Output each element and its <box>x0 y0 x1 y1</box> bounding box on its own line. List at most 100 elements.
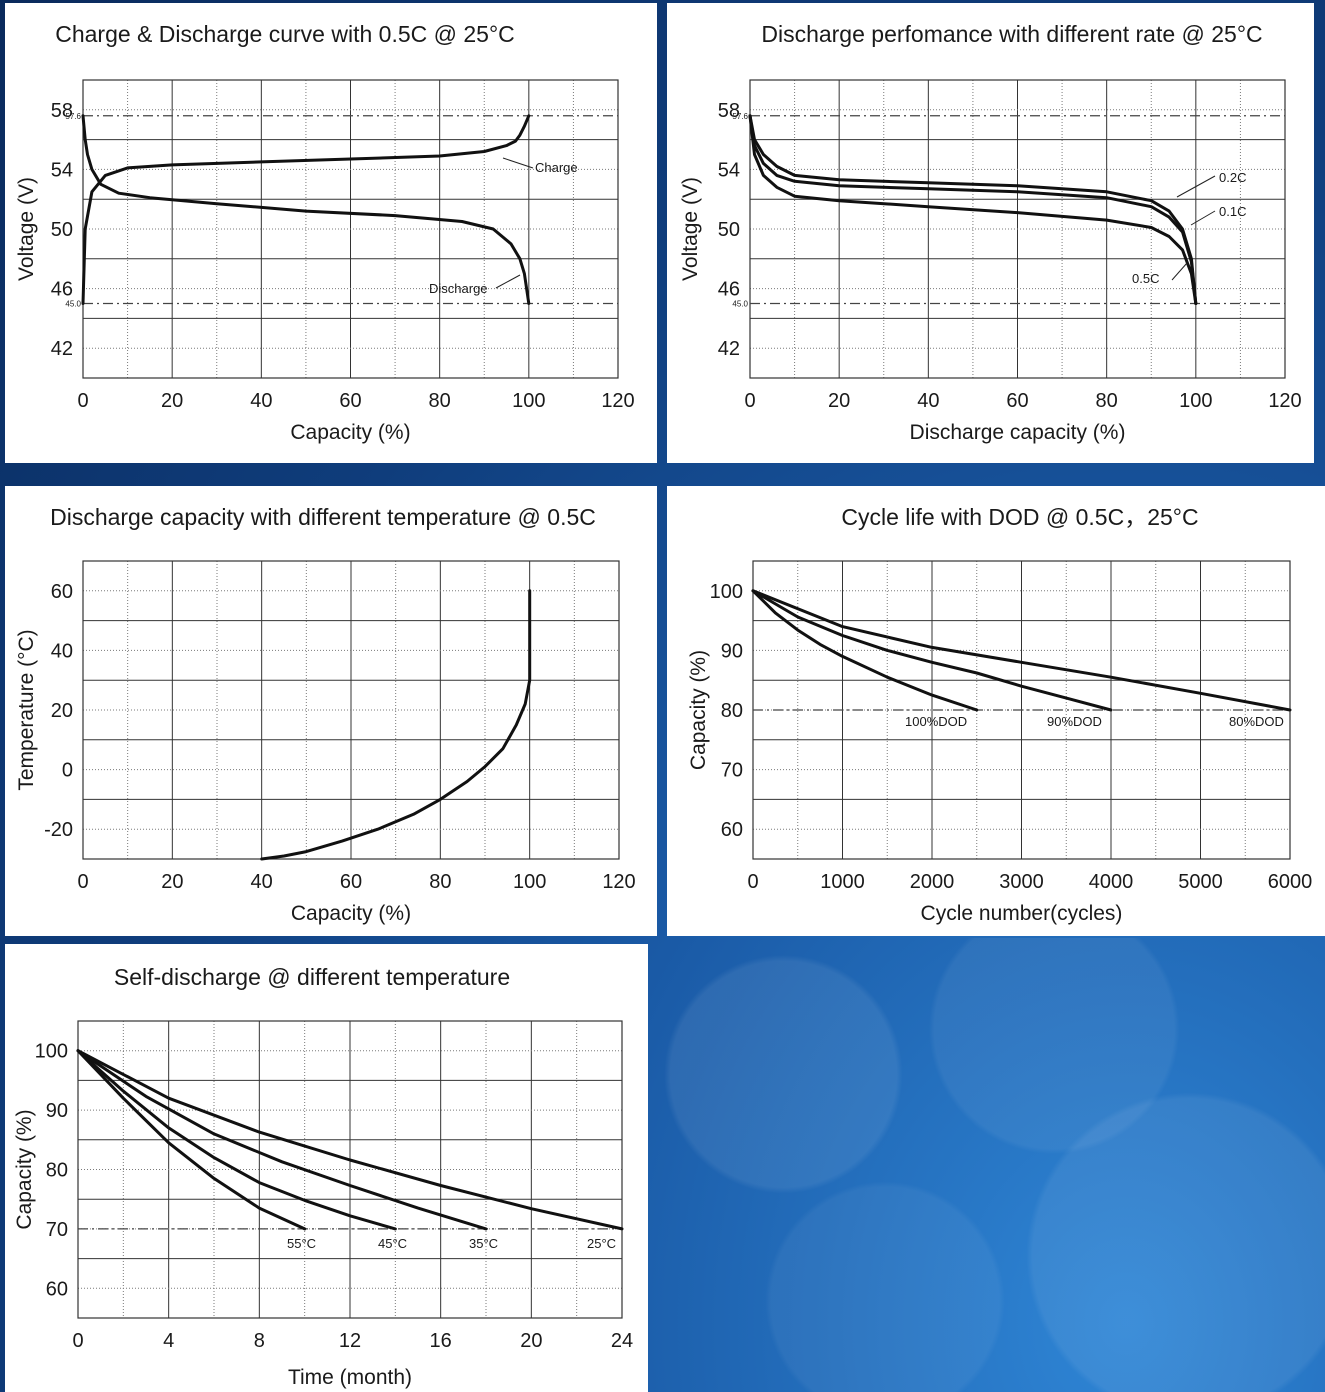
x-tick-label: 2000 <box>910 871 955 893</box>
x-tick-label: 16 <box>430 1330 452 1352</box>
series-line <box>748 114 1198 305</box>
y-tick-label: 40 <box>51 640 73 662</box>
x-tick-label: 1000 <box>820 871 865 893</box>
series-annotation: 35°C <box>469 1236 498 1251</box>
series-annotation: Charge <box>535 160 578 175</box>
x-tick-label: 0 <box>747 871 758 893</box>
series-line <box>751 589 1292 712</box>
x-tick-label: 0 <box>744 390 755 412</box>
annotation-leader <box>502 157 534 169</box>
y-tick-label: 80 <box>721 700 743 722</box>
x-tick-label: 80 <box>1096 390 1118 412</box>
series-line <box>260 589 532 861</box>
x-tick-label: 20 <box>520 1330 542 1352</box>
y-tick-label: 58 <box>718 100 740 122</box>
y-tick-label: 0 <box>62 760 73 782</box>
y-tick-label: 42 <box>51 338 73 360</box>
series-annotation: Discharge <box>429 281 488 296</box>
series-annotation: 100%DOD <box>905 714 967 729</box>
x-tick-label: 3000 <box>999 871 1044 893</box>
chart-svg: Cycle life with DOD @ 0.5C，25°C 0 1000 2000… <box>687 504 1313 925</box>
y-tick-label: 42 <box>718 338 740 360</box>
annotation-leader <box>1176 175 1216 198</box>
y-axis-label: Capacity (%) <box>13 1109 36 1229</box>
chart-svg: Self-discharge @ different temperature 0 4… <box>13 964 633 1389</box>
y-tick-label: 50 <box>718 219 740 241</box>
chart-panel-charge-discharge: Charge & Discharge curve with 0.5C @ 25°… <box>5 3 657 463</box>
x-tick-label: 40 <box>917 390 939 412</box>
series-annotation: 0.5C <box>1132 271 1159 286</box>
y-axis-label: Capacity (%) <box>687 650 710 770</box>
x-tick-label: 8 <box>254 1330 265 1352</box>
series-line <box>76 1049 307 1231</box>
annotation-leader <box>1190 210 1216 226</box>
x-tick-label: 0 <box>72 1330 83 1352</box>
x-tick-label: 80 <box>429 871 451 893</box>
series-annotation: 0.1C <box>1219 204 1246 219</box>
y-tick-label: 20 <box>51 700 73 722</box>
y-axis-label: Temperature (°C) <box>15 629 38 790</box>
x-tick-label: 4 <box>163 1330 174 1352</box>
annotation-leader <box>1171 262 1188 281</box>
chart-title: Discharge perfomance with different rate… <box>761 21 1262 47</box>
x-axis-label: Capacity (%) <box>290 421 410 444</box>
y-tick-label: 80 <box>46 1160 68 1182</box>
series-line <box>76 1049 624 1231</box>
series-annotation: 45°C <box>378 1236 407 1251</box>
x-tick-label: 40 <box>251 871 273 893</box>
plot-frame <box>749 79 1286 379</box>
x-tick-label: 20 <box>161 871 183 893</box>
y-axis-label: Voltage (V) <box>15 177 38 281</box>
x-tick-label: 0 <box>77 871 88 893</box>
x-tick-label: 120 <box>602 871 635 893</box>
series-line <box>81 114 531 305</box>
chart-svg: Charge & Discharge curve with 0.5C @ 25°… <box>15 21 635 444</box>
series-annotation: 80%DOD <box>1229 714 1284 729</box>
y-tick-label: 54 <box>718 159 740 181</box>
chart-title: Discharge capacity with different temper… <box>50 504 596 530</box>
y-tick-label: 100 <box>710 581 743 603</box>
chart-svg: Discharge capacity with different temper… <box>15 504 636 925</box>
y-tick-label: 90 <box>721 640 743 662</box>
x-tick-label: 60 <box>340 871 362 893</box>
y-tick-label: 60 <box>51 581 73 603</box>
x-tick-label: 40 <box>250 390 272 412</box>
y-tick-label: -20 <box>44 819 73 841</box>
y-tick-label: 60 <box>721 819 743 841</box>
series-line <box>748 114 1198 305</box>
y-tick-label: 46 <box>51 279 73 301</box>
reference-line-label: 45.0 <box>732 300 748 309</box>
y-tick-label: 90 <box>46 1100 68 1122</box>
x-tick-label: 120 <box>1268 390 1301 412</box>
y-tick-label: 58 <box>51 100 73 122</box>
y-tick-label: 50 <box>51 219 73 241</box>
x-axis-label: Capacity (%) <box>291 902 411 925</box>
x-axis-label: Time (month) <box>288 1366 412 1389</box>
series-annotation: 25°C <box>587 1236 616 1251</box>
series-annotation: 55°C <box>287 1236 316 1251</box>
series-line <box>76 1049 397 1231</box>
x-axis-label: Discharge capacity (%) <box>910 421 1126 444</box>
y-axis-label: Voltage (V) <box>679 177 702 281</box>
x-tick-label: 0 <box>77 390 88 412</box>
x-tick-label: 6000 <box>1268 871 1313 893</box>
reference-line-label: 57.6 <box>65 112 81 121</box>
reference-line-label: 57.6 <box>732 112 748 121</box>
x-tick-label: 100 <box>1179 390 1212 412</box>
y-tick-label: 46 <box>718 279 740 301</box>
x-tick-label: 12 <box>339 1330 361 1352</box>
x-tick-label: 100 <box>512 390 545 412</box>
x-tick-label: 60 <box>339 390 361 412</box>
x-tick-label: 4000 <box>1089 871 1134 893</box>
y-tick-label: 70 <box>46 1219 68 1241</box>
plot-frame <box>82 79 619 379</box>
series-line <box>751 589 979 712</box>
y-tick-label: 100 <box>35 1041 68 1063</box>
series-line <box>81 114 531 305</box>
series-line <box>76 1049 488 1231</box>
plot-frame <box>82 560 620 860</box>
x-tick-label: 5000 <box>1178 871 1223 893</box>
series-annotation: 0.2C <box>1219 170 1246 185</box>
x-tick-label: 80 <box>429 390 451 412</box>
x-tick-label: 20 <box>161 390 183 412</box>
